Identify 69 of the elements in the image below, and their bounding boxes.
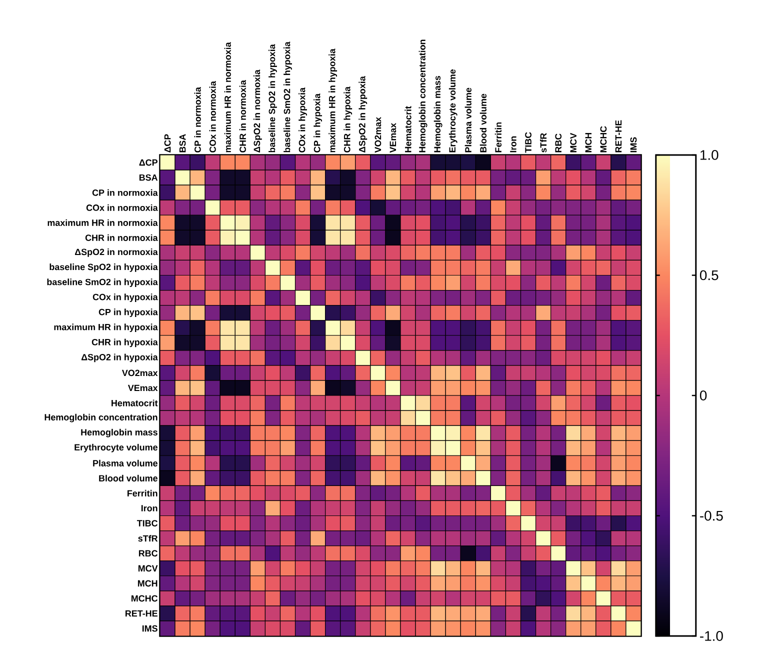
x-tick-label: sTfR	[540, 133, 547, 152]
x-tick-label: Erythrocyte volume	[448, 69, 458, 152]
x-tick-label: Blood volume	[480, 94, 486, 152]
y-tick-label: sTfR	[138, 535, 158, 542]
y-tick-label: BSA	[139, 174, 158, 181]
y-tick-label: MCH	[138, 580, 158, 587]
x-tick-label: ΔCP	[164, 134, 171, 152]
y-tick-label: RET-HE	[126, 610, 158, 617]
x-tick-label: MCV	[570, 132, 577, 152]
color-bar-label: -0.5	[700, 510, 723, 521]
x-tick-label: ΔSpO2 in hypoxia	[358, 76, 368, 152]
x-tick-label: CP in hypoxia	[314, 93, 322, 152]
x-tick-label: Ferritin	[494, 122, 502, 152]
x-tick-label: IMS	[630, 137, 637, 152]
y-tick-label: Iron	[141, 505, 158, 512]
x-tick-label: COx in normoxia	[209, 81, 216, 152]
y-tick-label: CP in normoxia	[92, 189, 158, 196]
x-tick-label: RBC	[555, 134, 562, 152]
x-tick-label: CHR in hypoxia	[344, 86, 352, 152]
y-tick-label: maximum HR in normoxia	[48, 219, 158, 226]
y-tick-label: IMS	[142, 625, 158, 632]
x-tick-label: Hemoglobin concentration	[418, 40, 428, 152]
y-tick-label: COx in normoxia	[86, 204, 158, 211]
x-tick-label: CP in normoxia	[194, 86, 201, 152]
x-tick-label: baseline SmO2 in hypoxia	[284, 42, 292, 152]
y-tick-label: MCV	[138, 565, 158, 572]
y-tick-label: baseline SpO2 in hypoxia	[50, 264, 158, 272]
y-tick-label: VO2max	[122, 370, 158, 376]
x-tick-label: baseline SpO2 in hypoxia	[268, 44, 277, 152]
y-tick-label: maximum HR in hypoxia	[54, 324, 158, 332]
y-tick-label: Plasma volume	[93, 460, 158, 466]
x-tick-label: MCH	[585, 132, 592, 152]
x-tick-label: COx in hypoxia	[298, 87, 307, 152]
x-tick-label: VEmax	[390, 122, 396, 153]
y-tick-label: RBC	[138, 550, 158, 557]
y-tick-label: COx in hypoxia	[92, 294, 158, 302]
x-tick-label: maximum HR in normoxia	[224, 42, 231, 152]
y-tick-label: CP in hypoxia	[98, 308, 158, 318]
y-tick-label: VEmax	[128, 384, 158, 392]
x-tick-label: TIBC	[525, 132, 532, 153]
x-tick-label: MCHC	[600, 126, 607, 152]
y-tick-label: Erythrocyte volume	[74, 444, 158, 452]
x-tick-label: VO2max	[374, 116, 382, 153]
x-tick-label: ΔSpO2 in normoxia	[254, 70, 262, 152]
x-tick-label: Hematocrit	[404, 106, 412, 152]
color-bar-label: 0	[700, 390, 707, 400]
y-tick-label: ΔSpO2 in hypoxia	[81, 354, 158, 362]
x-tick-label: Iron	[510, 136, 516, 152]
color-bar-label: 1.0	[700, 150, 718, 160]
color-bar-label: 0.5	[700, 270, 718, 280]
x-tick-label: Hemoglobin mass	[434, 76, 442, 152]
y-tick-label: Blood volume	[99, 474, 158, 482]
x-tick-label: RET-HE	[615, 120, 622, 152]
y-tick-label: ΔSpO2 in normoxia	[74, 248, 158, 257]
color-bar-label: -1.0	[700, 631, 723, 641]
x-tick-label: Plasma volume	[464, 88, 472, 152]
y-tick-label: Hematocrit	[112, 400, 158, 406]
y-tick-label: CHR in hypoxia	[92, 338, 158, 348]
y-tick-label: Hemoglobin concentration	[44, 414, 158, 422]
y-tick-label: TIBC	[136, 520, 158, 526]
x-tick-label: BSA	[179, 134, 186, 152]
y-tick-label: baseline SmO2 in hypoxia	[47, 278, 158, 287]
y-tick-label: CHR in normoxia	[85, 234, 158, 241]
y-tick-label: MCHC	[132, 595, 158, 602]
x-tick-label: maximum HR in hypoxia	[328, 48, 338, 152]
x-tick-label: CHR in normoxia	[239, 80, 246, 152]
y-tick-label: Ferritin	[128, 490, 158, 497]
y-tick-label: Hemoglobin mass	[81, 428, 158, 438]
y-tick-label: ΔCP	[139, 159, 158, 166]
